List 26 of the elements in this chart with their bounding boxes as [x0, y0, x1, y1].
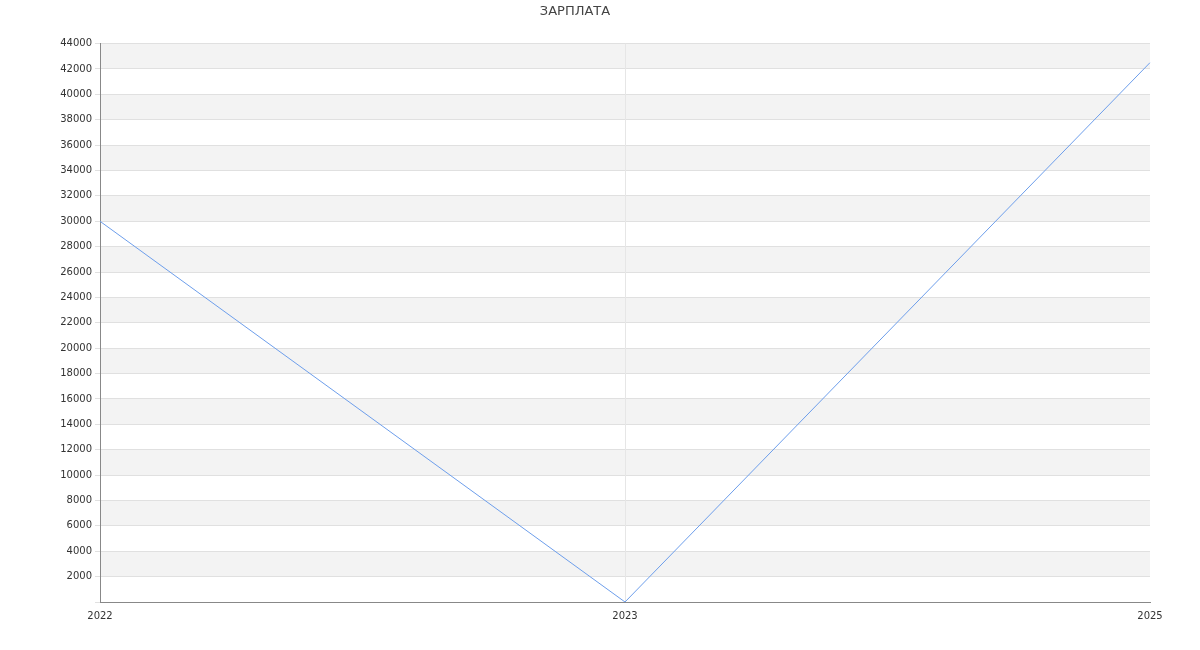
y-tick-label: 36000	[60, 138, 92, 150]
y-tick-label: 22000	[60, 316, 92, 328]
y-tick-label: 28000	[60, 240, 92, 252]
y-tick-label: 26000	[60, 265, 92, 277]
y-tick-label: 24000	[60, 291, 92, 303]
y-tick-label: 20000	[60, 341, 92, 353]
y-tick-label: 12000	[60, 443, 92, 455]
y-tick-label: 6000	[66, 519, 92, 531]
y-tick-label: 8000	[66, 494, 92, 506]
y-tick-label: 18000	[60, 367, 92, 379]
y-tick-label: 30000	[60, 214, 92, 226]
y-tick-label: 4000	[66, 544, 92, 556]
y-tick-label: 10000	[60, 468, 92, 480]
y-tick-label: 2000	[66, 570, 92, 582]
x-tick-label: 2025	[1137, 609, 1163, 621]
y-tick-label: 42000	[60, 62, 92, 74]
x-tick-label: 2023	[612, 609, 638, 621]
y-tick-label: 44000	[60, 37, 92, 49]
y-tick-label: 14000	[60, 417, 92, 429]
y-tick-label: 38000	[60, 113, 92, 125]
y-tick-label: 40000	[60, 87, 92, 99]
chart-title: ЗАРПЛАТА	[539, 3, 611, 19]
y-tick-label: 32000	[60, 189, 92, 201]
x-tick-label: 2022	[87, 609, 113, 621]
y-tick-label: 16000	[60, 392, 92, 404]
y-tick-label: 34000	[60, 164, 92, 176]
